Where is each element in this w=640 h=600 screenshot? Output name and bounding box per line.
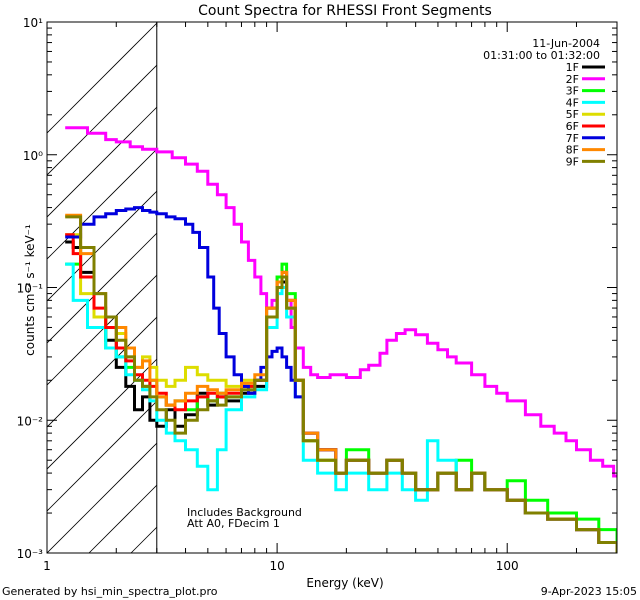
footer-generated-by: Generated by hsi_min_spectra_plot.pro	[2, 585, 218, 598]
series-line-9F	[65, 215, 617, 553]
axis-ticks: 1 10 100 10⁻³ 10⁻² 10⁻¹ 10⁰ 10¹	[17, 16, 618, 573]
x-tick-label: 10	[269, 559, 284, 573]
legend-label-9F: 9F	[566, 155, 579, 168]
annotation-background: Includes Background	[187, 506, 302, 519]
legend-label-2F: 2F	[566, 73, 579, 86]
annotation-date: 11-Jun-2004	[532, 37, 600, 50]
annotation-time-range: 01:31:00 to 01:32:00	[483, 49, 600, 62]
series-group	[65, 126, 617, 553]
legend-label-3F: 3F	[566, 85, 579, 98]
legend-label-4F: 4F	[566, 96, 579, 109]
footer-generated-date: 9-Apr-2023 15:05	[541, 585, 637, 598]
legend-label-8F: 8F	[566, 144, 579, 157]
hatch-line	[47, 22, 159, 134]
x-tick-label: 100	[496, 559, 519, 573]
x-axis-label: Energy (keV)	[306, 576, 383, 590]
legend-label-5F: 5F	[566, 108, 579, 121]
y-tick-label: 10⁻²	[17, 414, 44, 428]
legend-label-7F: 7F	[566, 132, 579, 145]
hatch-line	[47, 22, 201, 176]
legend-label-6F: 6F	[566, 120, 579, 133]
series-line-2F	[65, 126, 617, 478]
x-tick-label: 1	[43, 559, 51, 573]
y-tick-label: 10⁻³	[17, 547, 44, 561]
annotation-attenuator: Att A0, FDecim 1	[187, 517, 280, 530]
y-tick-label: 10⁰	[23, 149, 43, 163]
chart-title: Count Spectra for RHESSI Front Segments	[198, 3, 492, 19]
legend-label-1F: 1F	[566, 61, 579, 74]
y-tick-label: 10¹	[23, 16, 43, 30]
y-axis-label: counts cm⁻² s⁻¹ keV⁻¹	[23, 224, 37, 356]
y-tick-label: 10⁻¹	[17, 282, 44, 296]
